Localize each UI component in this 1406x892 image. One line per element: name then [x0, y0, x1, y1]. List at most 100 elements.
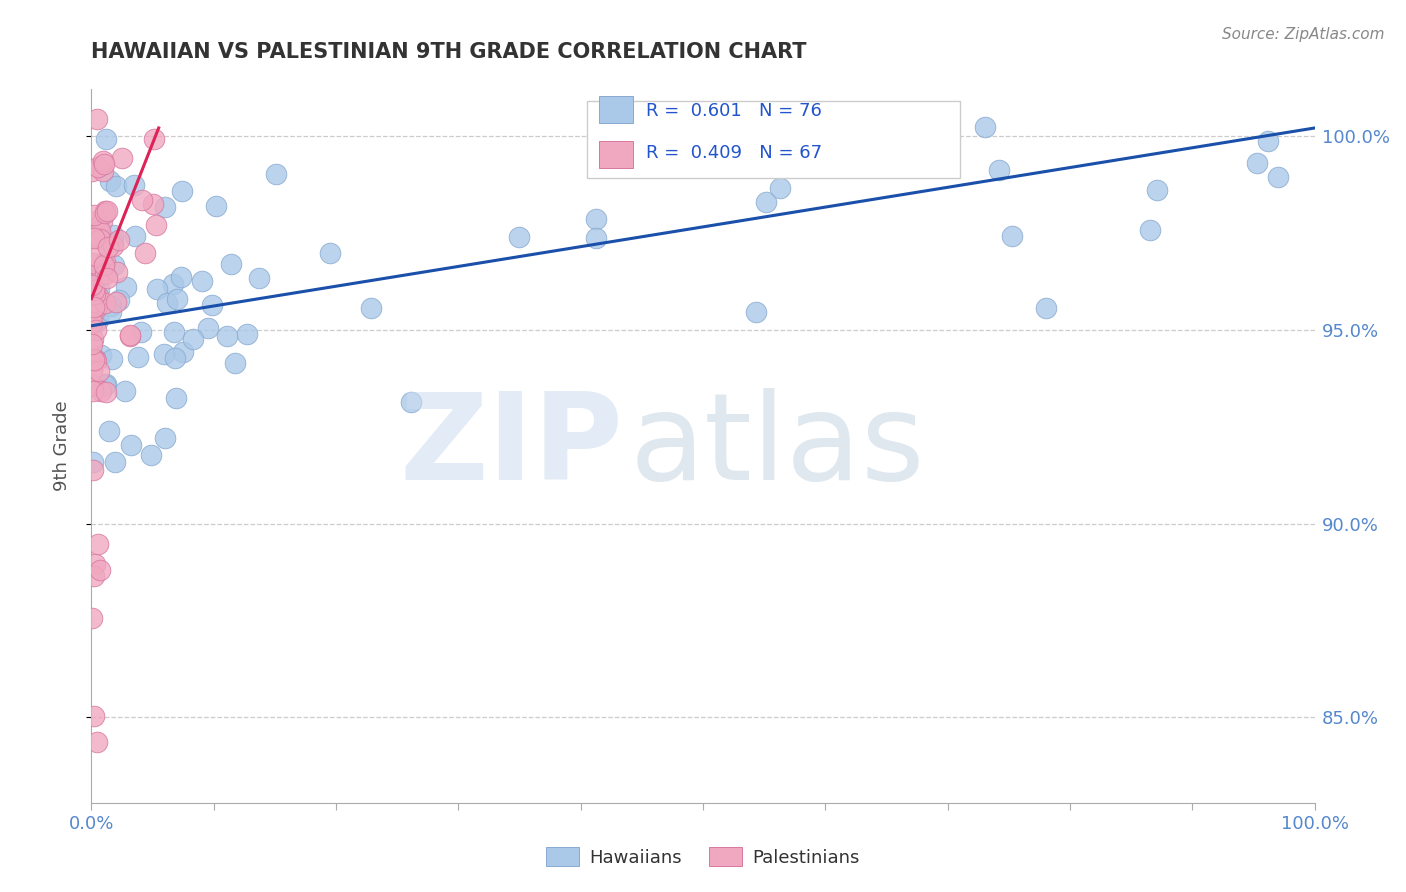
Point: [94, 131, 117, 145]
Point: [131, 193, 153, 207]
Point: [84, 303, 107, 318]
Point: [585, 231, 607, 245]
Point: [101, 239, 124, 253]
Point: [100, 299, 122, 313]
Point: [83, 283, 105, 297]
Point: [1246, 155, 1268, 169]
Point: [266, 167, 288, 181]
Point: [219, 257, 242, 271]
Point: [156, 295, 179, 310]
Point: [90, 298, 112, 312]
Point: [87, 221, 110, 235]
Text: atlas: atlas: [630, 387, 925, 505]
Point: [1001, 228, 1024, 243]
Point: [122, 178, 145, 193]
Point: [94, 205, 117, 219]
Point: [94, 267, 117, 281]
Point: [190, 274, 212, 288]
Point: [90, 266, 112, 280]
Point: [153, 200, 176, 214]
Point: [153, 431, 176, 445]
Point: [104, 178, 127, 193]
Point: [118, 328, 141, 343]
Point: [84, 354, 107, 368]
Point: [94, 203, 117, 218]
Point: [1035, 301, 1057, 315]
Point: [82, 332, 104, 346]
Point: [236, 326, 259, 341]
Point: [80, 364, 103, 378]
Point: [90, 384, 112, 398]
Point: [83, 709, 105, 723]
Point: [247, 270, 270, 285]
Point: [89, 364, 111, 378]
Point: [94, 385, 117, 400]
Point: [80, 337, 103, 351]
Point: [82, 463, 104, 477]
Point: [1146, 183, 1168, 197]
Point: [87, 313, 110, 327]
Point: [105, 265, 128, 279]
Point: [101, 227, 124, 242]
Point: [80, 278, 103, 293]
Point: [82, 256, 104, 270]
Point: [93, 157, 115, 171]
Point: [114, 384, 136, 398]
Point: [86, 299, 108, 313]
Point: [83, 378, 105, 392]
Point: [508, 229, 530, 244]
Point: [87, 160, 110, 174]
Point: [205, 199, 228, 213]
Point: [124, 229, 146, 244]
Point: [84, 315, 107, 329]
Point: [89, 282, 111, 296]
Point: [143, 132, 166, 146]
Point: [100, 304, 122, 318]
Point: [974, 120, 997, 134]
Point: [104, 455, 127, 469]
Point: [163, 326, 186, 340]
Text: R =  0.601   N = 76: R = 0.601 N = 76: [645, 102, 821, 120]
Point: [172, 184, 194, 198]
Point: [197, 321, 219, 335]
Point: [96, 203, 118, 218]
Point: [82, 164, 104, 178]
Point: [98, 173, 121, 187]
Point: [84, 228, 107, 243]
Point: [94, 376, 117, 391]
Point: [808, 156, 831, 170]
Point: [80, 316, 103, 330]
Point: [139, 448, 162, 462]
Point: [108, 234, 131, 248]
Point: [181, 332, 204, 346]
Point: [89, 564, 111, 578]
Point: [86, 537, 108, 551]
Point: [96, 271, 118, 285]
Legend: Hawaiians, Palestinians: Hawaiians, Palestinians: [538, 840, 868, 874]
Point: [84, 286, 107, 301]
FancyBboxPatch shape: [586, 102, 960, 178]
Point: [111, 151, 134, 165]
Point: [91, 164, 114, 178]
Point: [86, 214, 108, 228]
Point: [153, 347, 176, 361]
Point: [141, 197, 163, 211]
Point: [162, 277, 184, 291]
Point: [146, 282, 169, 296]
Point: [101, 235, 124, 249]
Point: [86, 112, 108, 126]
Point: [172, 345, 194, 359]
Point: [1139, 223, 1161, 237]
Point: [82, 455, 104, 469]
Point: [880, 122, 903, 136]
Point: [93, 258, 115, 272]
Point: [86, 249, 108, 263]
Point: [101, 351, 124, 366]
Point: [108, 293, 131, 307]
Point: [94, 296, 117, 310]
Point: [145, 219, 167, 233]
Point: [1267, 169, 1289, 184]
Point: [97, 240, 120, 254]
Point: [87, 289, 110, 303]
Point: [755, 195, 778, 210]
